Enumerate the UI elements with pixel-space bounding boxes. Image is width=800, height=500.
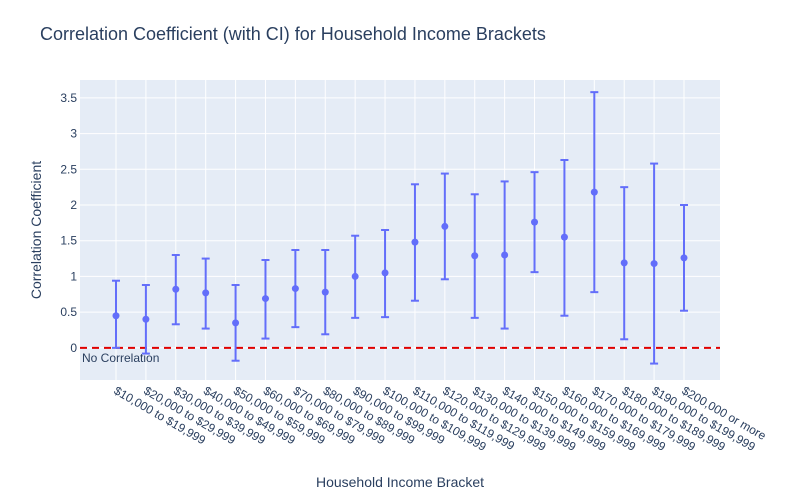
y-tick-label: 0.5 <box>60 305 77 319</box>
data-point-group <box>410 183 419 302</box>
data-point <box>680 254 688 262</box>
data-point <box>650 260 658 268</box>
data-point <box>441 222 449 230</box>
data-point-group <box>620 186 629 341</box>
data-point <box>620 259 628 267</box>
data-point <box>560 233 568 241</box>
data-point-group <box>381 229 390 319</box>
data-point-group <box>590 91 599 294</box>
data-point-group <box>112 279 120 349</box>
data-point <box>142 315 150 323</box>
data-point <box>411 238 419 246</box>
data-point <box>172 285 180 293</box>
data-point <box>112 312 120 320</box>
data-point-group <box>470 193 479 319</box>
data-point-group <box>321 249 330 336</box>
data-point <box>531 218 539 226</box>
data-point <box>590 188 598 196</box>
data-point <box>232 319 240 327</box>
y-tick-labels: 0 0.5 1 1.5 2 2.5 3 3.5 <box>60 91 77 355</box>
y-tick-label: 2 <box>70 198 77 212</box>
x-axis-title: Household Income Bracket <box>316 474 484 490</box>
y-tick-label: 1 <box>70 269 77 283</box>
data-point <box>261 295 269 303</box>
y-tick-label: 1.5 <box>60 234 77 248</box>
data-point <box>202 289 210 297</box>
chart-title: Correlation Coefficient (with CI) for Ho… <box>40 24 546 44</box>
data-point-group <box>560 159 569 317</box>
data-point <box>381 269 389 277</box>
data-point-group <box>261 259 270 340</box>
y-tick-label: 3 <box>70 127 77 141</box>
data-point-group <box>231 284 240 362</box>
data-point-group <box>171 254 180 326</box>
error-bar-series <box>112 91 688 365</box>
data-point-group <box>440 172 449 281</box>
data-point-group <box>141 284 150 355</box>
plot-area <box>80 80 720 380</box>
y-tick-label: 2.5 <box>60 162 77 176</box>
data-point-group <box>351 234 360 319</box>
data-point-group <box>201 257 210 330</box>
y-tick-label: 3.5 <box>60 91 77 105</box>
data-point-group <box>680 204 688 312</box>
reference-line-label: No Correlation <box>82 351 159 365</box>
y-tick-label: 0 <box>70 341 77 355</box>
data-point <box>501 251 509 259</box>
data-point-group <box>650 162 659 365</box>
data-point <box>471 252 479 260</box>
reference-line-layer: No Correlation <box>80 346 720 365</box>
y-axis-title: Correlation Coefficient <box>28 161 44 299</box>
data-point <box>351 272 359 280</box>
data-point <box>321 288 329 296</box>
data-point <box>291 285 299 293</box>
data-point-group <box>500 180 509 330</box>
data-point-group <box>530 171 539 274</box>
data-point-group <box>291 249 300 329</box>
